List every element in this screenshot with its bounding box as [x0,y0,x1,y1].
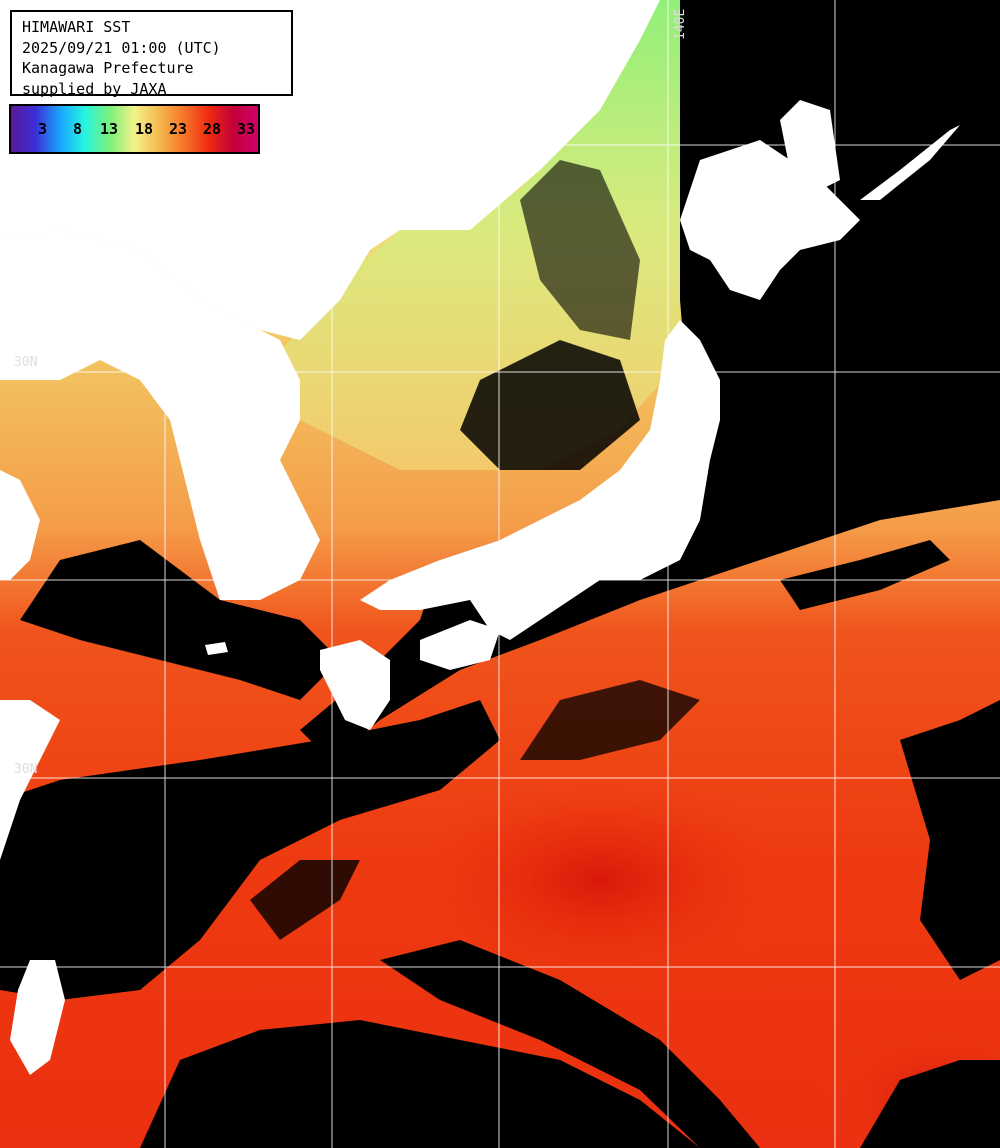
land-korea [0,230,320,600]
land-shikoku [420,620,500,670]
legend-tick: 8 [73,120,83,138]
hot-region [400,770,800,990]
land-island [205,642,228,655]
prefecture-line: Kanagawa Prefecture [22,59,194,77]
lat-label-upper: 30N [14,355,37,370]
land-china-coast [0,470,40,580]
legend-tick-labels: 3 8 13 18 23 28 33 [11,120,258,140]
credit-line: supplied by JAXA [22,79,167,98]
lat-label-lower: 30N [14,762,37,777]
legend-tick: 33 [237,120,256,138]
legend-tick: 13 [100,120,119,138]
land-kuril [860,125,960,200]
color-scale-legend: 3 8 13 18 23 28 33 [9,104,260,154]
land-china-south [0,700,60,860]
datetime-line: 2025/09/21 01:00 (UTC) [22,38,221,57]
info-box: HIMAWARI SST 2025/09/21 01:00 (UTC) Kana… [10,10,293,98]
land-taiwan [10,960,65,1075]
land-honshu [360,320,720,640]
legend-tick: 23 [169,120,188,138]
legend-tick: 3 [38,120,48,138]
lon-label-140e: 140E [673,9,688,40]
legend-tick: 28 [203,120,222,138]
title-line: HIMAWARI SST [22,18,131,36]
land-kyushu [320,640,390,730]
legend-tick: 18 [135,120,154,138]
